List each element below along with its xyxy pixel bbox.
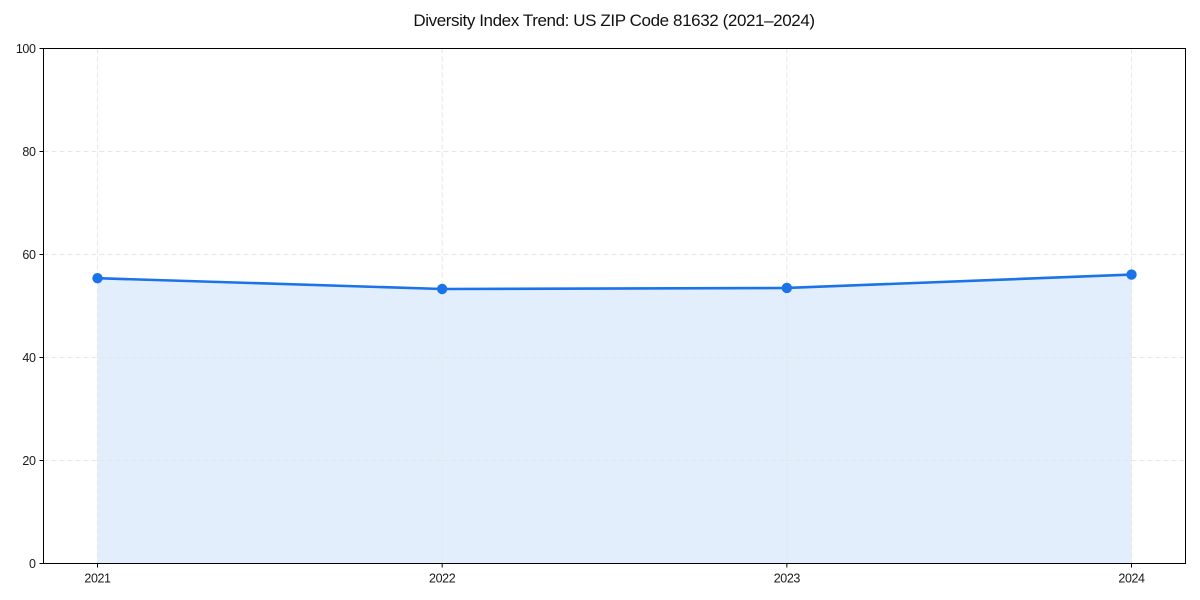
x-axis-tick-label: 2021 (84, 572, 111, 586)
chart-title: Diversity Index Trend: US ZIP Code 81632… (413, 11, 815, 30)
data-point-2024 (1126, 269, 1137, 280)
plot-border (43, 48, 1186, 564)
y-axis-tick-label: 100 (16, 42, 36, 56)
y-axis-tick-label: 60 (22, 248, 36, 262)
y-axis-tick-label: 0 (29, 557, 36, 571)
trend-line (96, 273, 1133, 291)
area-fill (97, 274, 1132, 564)
y-axis-tick-label: 40 (22, 351, 36, 365)
data-point-2022 (436, 283, 448, 295)
x-axis-tick-label: 2022 (429, 572, 456, 586)
y-axis-tick-label: 80 (22, 145, 36, 159)
x-axis-tick-label: 2024 (1118, 572, 1145, 586)
data-point-2023 (781, 282, 793, 294)
x-axis-tick-label: 2023 (774, 572, 801, 586)
y-axis-tick-label: 20 (22, 454, 36, 468)
data-point-2021 (92, 272, 103, 284)
